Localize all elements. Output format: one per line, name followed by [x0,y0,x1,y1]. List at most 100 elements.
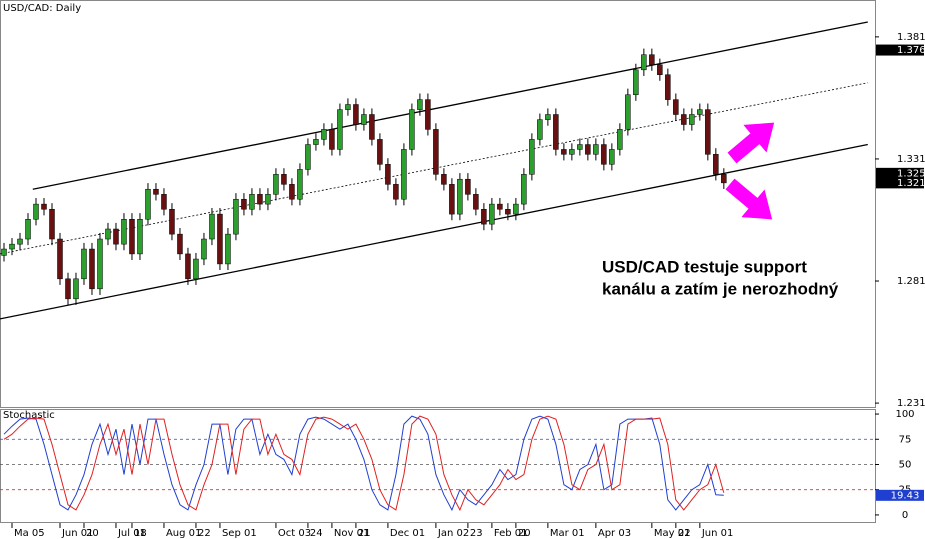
x-tick-label: Mar 01 [550,528,585,539]
candle-body [105,228,111,240]
candle-body [121,218,127,245]
trendline [32,21,868,190]
x-tick-label: Nov 01 [334,528,369,539]
y-tick-label: 100 [895,409,914,420]
x-tick-label: 22 [678,528,691,539]
candle-body [689,114,695,125]
candle-body [593,144,599,155]
candle-body [601,144,607,165]
candle-body [89,248,95,290]
candle-body [649,54,655,65]
chart-title: USD/CAD: Daily [3,3,81,14]
candle-body [585,144,591,155]
y-tick-label: 75 [899,434,912,445]
candle-body [297,169,303,200]
candle-body [217,213,223,265]
y-tick-label: 1.3815 [897,32,925,43]
candle-body [609,149,615,165]
candle-body [553,114,559,150]
x-tick-label: 22 [198,528,211,539]
x-tick-label: Jun 01 [701,528,734,539]
indicator-title: Stochastic [3,410,55,421]
x-tick-label: Jan 02 [437,528,469,539]
candle-body [249,194,255,210]
price-marker [876,177,924,189]
candle-body [33,203,39,220]
x-tick-label: May 01 [654,528,691,539]
candle-body [1,248,7,256]
trendline [0,143,868,320]
candle-body [329,129,335,150]
candle-body [561,149,567,155]
candle-body [457,178,463,215]
candle-body [521,174,527,205]
candle-body [81,248,87,280]
candle-body [681,114,687,125]
candle-body [193,258,199,280]
candle-body [705,109,711,155]
y-tick-label: 1.2815 [897,276,925,287]
x-tick-label: 20 [86,528,99,539]
candle-body [145,188,151,220]
candle-body [473,194,479,210]
candle-body [137,218,143,255]
candle-body [273,174,279,195]
candle-body [617,129,623,150]
x-tick-label: Feb 01 [494,528,528,539]
candle-body [57,238,63,280]
candle-body [465,178,471,195]
candle-body [17,238,23,245]
candle-body [673,99,679,115]
candle-body [489,203,495,225]
candle-body [369,114,375,140]
candle-body [625,94,631,130]
trendline [0,82,868,255]
candle-body [265,194,271,205]
x-tick-label: Oct 03 [278,528,311,539]
candle-body [505,208,511,215]
candle-body [449,184,455,215]
candle-body [529,139,535,175]
candle-body [441,174,447,185]
candle-body [409,109,415,150]
candle-body [161,194,167,210]
candle-body [321,129,327,140]
x-tick-label: 20 [518,528,531,539]
candle-body [393,184,399,200]
y-tick-label: 50 [899,459,912,470]
x-tick-label: 21 [358,528,371,539]
candle-body [577,144,583,150]
price-marker [876,167,924,179]
candle-body [433,129,439,175]
y-tick-label: 1.3315 [897,154,925,165]
candle-body [377,139,383,165]
y-tick-label: 1.2315 [897,398,925,409]
x-tick-label: Sep 01 [222,528,257,539]
arrow-down [725,178,773,220]
candle-body [185,253,191,280]
candle-body [641,54,647,71]
candle-body [721,174,727,184]
y-tick-label: 0 [902,510,908,521]
candle-body [497,203,503,210]
candle-body [113,228,119,245]
candle-body [97,238,103,290]
candle-body [73,278,79,300]
candle-body [225,233,231,265]
candle-body [385,164,391,185]
candle-body [49,208,55,240]
price-marker [876,44,924,56]
x-tick-label: Jul 01 [117,528,146,539]
price-marker-label: 1.3217 [897,178,925,189]
value-marker [876,489,924,501]
candle-body [569,149,575,155]
candle-body [657,64,663,75]
candle-body [305,144,311,170]
candle-body [313,139,319,145]
x-tick-label: Jun 01 [61,528,94,539]
value-marker-label: 19.43 [891,490,920,501]
candle-body [153,188,159,195]
